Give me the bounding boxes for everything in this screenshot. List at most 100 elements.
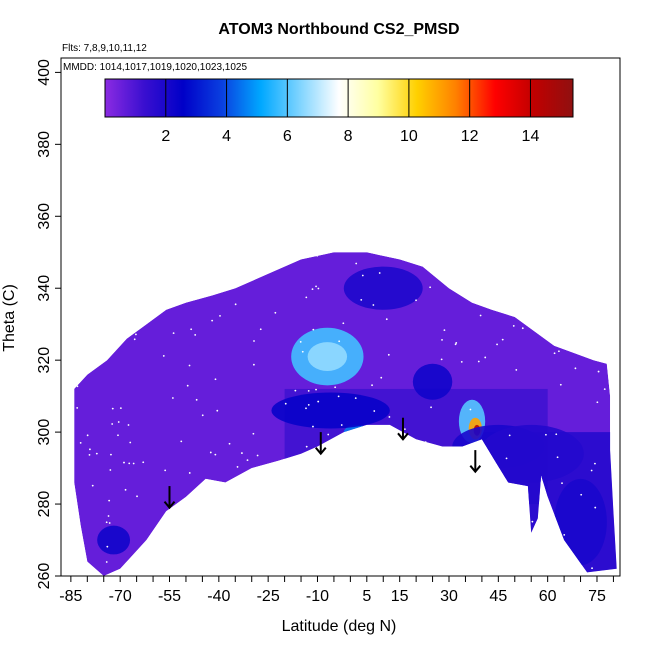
sample-point [172, 332, 175, 334]
sample-point [228, 442, 231, 445]
field-blob-9 [554, 478, 607, 566]
sample-point [259, 328, 262, 331]
sample-point [331, 486, 333, 489]
sample-point [216, 409, 219, 412]
sample-point [469, 408, 472, 411]
sample-point [502, 523, 504, 526]
sample-point [355, 262, 358, 265]
sample-point [443, 329, 446, 332]
sample-point [334, 537, 337, 540]
sample-point [209, 258, 211, 261]
sample-point [530, 537, 533, 540]
y-axis: 260 280 300 320 340 360 380 400 [36, 59, 61, 589]
sample-point [301, 350, 304, 353]
sample-point [385, 318, 388, 321]
colorbar: 2 4 6 8 10 12 14 [104, 78, 574, 145]
x-tick-label: 75 [588, 588, 606, 605]
sample-point [465, 464, 468, 467]
sample-point [171, 397, 174, 399]
sample-point [230, 274, 233, 276]
sample-point [68, 488, 70, 490]
sample-point [305, 296, 308, 299]
sample-point [127, 276, 130, 279]
sample-point [415, 299, 417, 302]
x-tick-label: 15 [391, 588, 409, 605]
sample-point [477, 360, 480, 363]
sample-point [316, 566, 319, 569]
sample-point [89, 448, 91, 451]
sample-point [512, 325, 515, 327]
sample-point [117, 434, 119, 437]
sample-point [523, 249, 525, 251]
sample-point [248, 266, 251, 269]
field-blob-10 [97, 525, 131, 555]
sample-point [142, 461, 145, 464]
sample-point [553, 334, 556, 337]
sample-point [539, 254, 542, 257]
sample-point [239, 516, 242, 519]
y-tick-label: 360 [36, 203, 53, 230]
colorbar-tick-label: 6 [283, 128, 292, 145]
field-blob-6 [271, 392, 390, 429]
sample-point [306, 543, 309, 546]
sample-point [435, 476, 438, 479]
sample-point [311, 288, 314, 291]
sample-point [76, 373, 79, 376]
x-tick-label: 45 [489, 588, 507, 605]
sample-point [294, 495, 297, 497]
sample-point [441, 338, 443, 341]
sample-point [110, 453, 112, 456]
sample-point [190, 328, 193, 331]
sample-point [124, 488, 127, 491]
sample-point [524, 510, 526, 512]
colorbar-tick-label: 8 [344, 128, 353, 145]
sample-point [252, 432, 255, 435]
sample-point [127, 424, 130, 426]
sample-point [186, 384, 189, 387]
sample-point [252, 492, 255, 495]
sample-point [414, 439, 417, 442]
sample-point [556, 456, 559, 459]
sample-point [130, 311, 132, 313]
sample-point [312, 425, 314, 428]
sample-point [531, 520, 534, 523]
sample-point [119, 407, 122, 409]
sample-point [193, 281, 196, 284]
sample-point [241, 452, 243, 454]
sample-point [236, 466, 239, 468]
sample-point [104, 283, 106, 286]
sample-point [105, 561, 108, 563]
sample-point [180, 440, 183, 443]
sample-point [438, 513, 441, 516]
colorbar-tick-label: 10 [400, 128, 418, 145]
sample-point [401, 443, 403, 446]
sample-point [597, 284, 600, 287]
sample-point [387, 425, 390, 427]
sample-point [111, 407, 114, 410]
arrow-head [469, 465, 482, 474]
sample-point [155, 310, 157, 313]
sample-point [74, 517, 76, 520]
field-blob-1 [307, 342, 348, 371]
sample-point [69, 313, 71, 315]
plot-frame [60, 57, 621, 577]
sample-point [427, 543, 430, 545]
sample-point [455, 342, 458, 344]
sample-point [323, 491, 326, 494]
sample-point [317, 287, 320, 290]
x-tick-label: -10 [306, 588, 329, 605]
sample-point [397, 437, 399, 440]
sample-point [108, 499, 111, 502]
x-tick-label: -55 [158, 588, 181, 605]
sample-point [508, 434, 511, 437]
field-blob-12 [412, 363, 453, 400]
sample-point [500, 271, 503, 274]
sample-point [311, 538, 314, 541]
sample-point [479, 314, 482, 317]
sample-point [321, 247, 323, 249]
sample-point [135, 333, 137, 336]
sample-point [164, 469, 167, 472]
sample-point [145, 317, 148, 320]
x-tick-label: 60 [539, 588, 557, 605]
sample-point [406, 535, 409, 538]
